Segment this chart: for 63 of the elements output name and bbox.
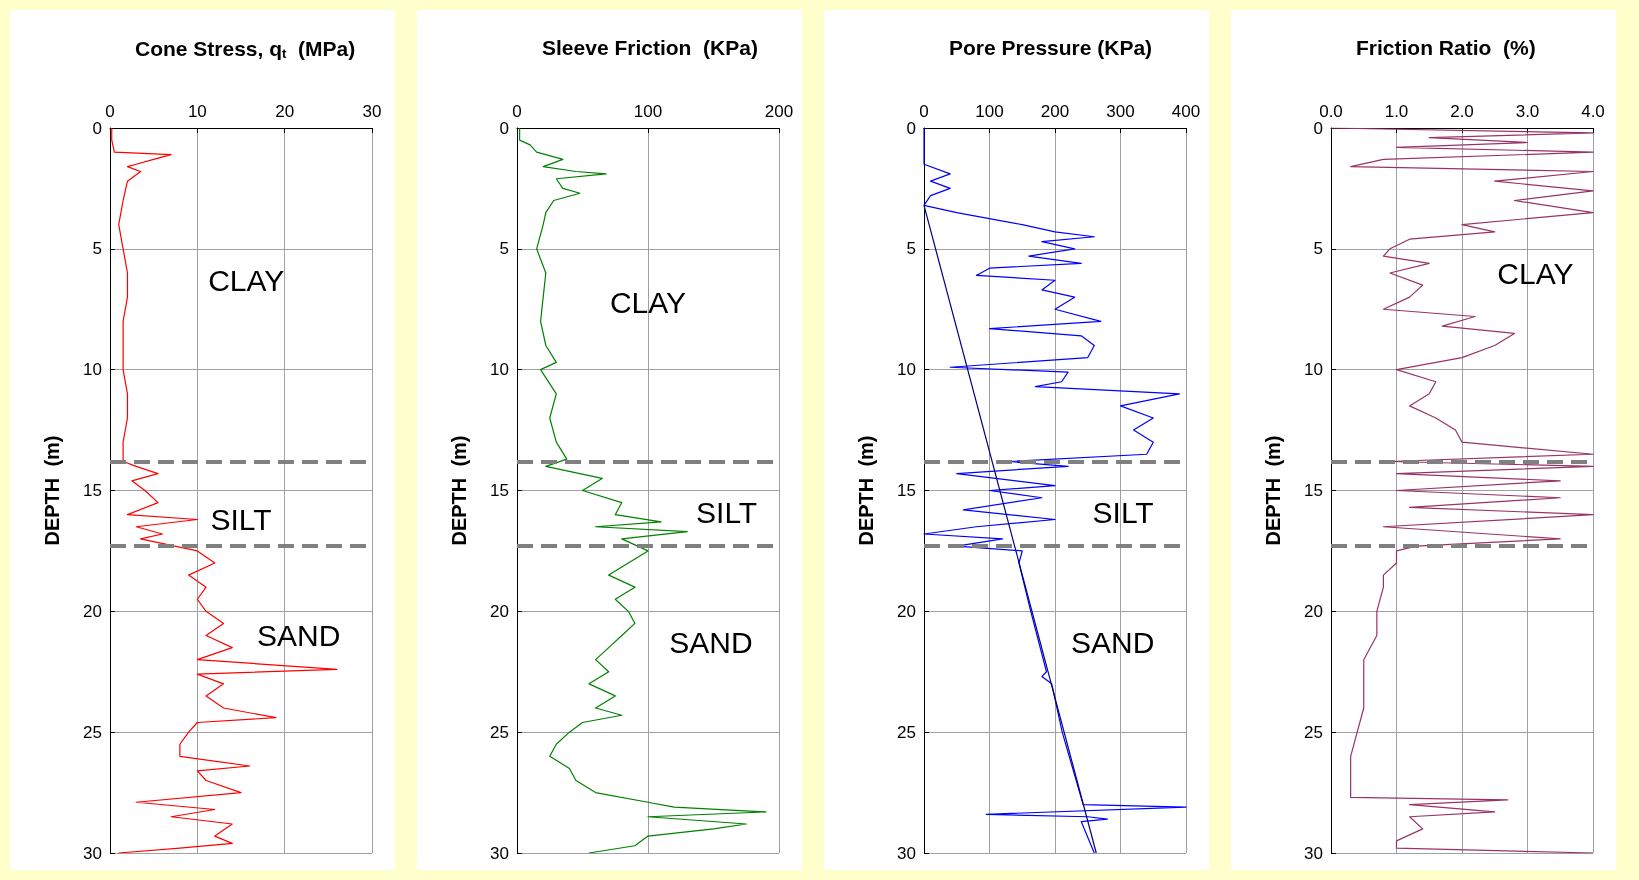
line-series: [923, 127, 1187, 854]
x-tick-label: 100: [975, 102, 1004, 121]
x-tick-label: 400: [1171, 102, 1201, 121]
x-tick-label: 100: [633, 102, 663, 121]
annotation: SILT: [1092, 495, 1154, 529]
annotation: SILT: [210, 503, 272, 536]
y-axis-title: DEPTH (m): [41, 435, 63, 546]
y-tick-label: 15: [897, 481, 916, 500]
y-tick-label: 25: [1304, 722, 1323, 742]
x-tick-label: 200: [1040, 102, 1070, 121]
y-axis-title: DEPTH (m): [448, 435, 470, 546]
annotation: SAND: [256, 619, 341, 652]
y-tick-label: 5: [499, 239, 509, 259]
y-tick-label: 5: [906, 239, 916, 259]
x-tick-label: 0: [919, 102, 929, 121]
y-tick-label: 10: [897, 360, 916, 380]
x-tick-label: 4.0: [1581, 102, 1605, 121]
y-tick-label: 15: [490, 481, 509, 500]
y-tick-label: 10: [83, 360, 102, 380]
y-tick-label: 5: [1313, 239, 1323, 259]
x-tick-label: 20: [275, 102, 295, 121]
y-axis-title: DEPTH (m): [1262, 435, 1284, 546]
line-series: [1330, 127, 1594, 854]
x-tick-label: 300: [1106, 102, 1135, 121]
x-tick-label: 10: [187, 102, 207, 121]
x-tick-label: 0.0: [1319, 102, 1343, 121]
y-tick-label: 10: [490, 360, 509, 380]
y-tick-label: 10: [1304, 360, 1323, 380]
chart-title: Sleeve Friction (KPa): [542, 36, 758, 59]
y-tick-label: 30: [1304, 843, 1323, 863]
y-tick-label: 15: [83, 481, 102, 500]
chart-title: Friction Ratio (%): [1356, 36, 1536, 59]
x-tick-label: 30: [362, 102, 382, 121]
x-tick-label: 1.0: [1384, 102, 1409, 121]
x-tick-label: 0: [105, 102, 115, 121]
x-tick-label: 0: [512, 102, 522, 121]
y-tick-label: 25: [83, 722, 102, 742]
y-tick-label: 20: [83, 601, 102, 621]
y-tick-label: 20: [897, 601, 916, 621]
annotation: SAND: [1070, 626, 1155, 660]
chart-title: Pore Pressure (KPa): [949, 36, 1153, 59]
y-tick-label: 0: [92, 118, 102, 138]
y-tick-label: 25: [490, 722, 509, 742]
y-tick-label: 15: [1304, 481, 1323, 500]
y-tick-label: 5: [92, 239, 102, 259]
y-tick-label: 25: [897, 722, 916, 742]
y-tick-label: 20: [1304, 601, 1323, 621]
y-tick-label: 0: [906, 118, 916, 138]
annotation: CLAY: [208, 263, 285, 297]
y-tick-label: 30: [490, 843, 509, 863]
y-tick-label: 0: [1313, 118, 1323, 138]
y-tick-label: 30: [897, 843, 916, 863]
x-tick-label: 3.0: [1515, 102, 1540, 121]
x-tick-label: 2.0: [1450, 102, 1474, 121]
annotation: CLAY: [609, 285, 687, 319]
annotation: CLAY: [1497, 256, 1574, 290]
x-tick-label: 200: [764, 102, 794, 121]
annotation: SILT: [696, 495, 758, 529]
y-axis-title: DEPTH (m): [855, 435, 877, 546]
y-tick-label: 20: [490, 601, 509, 621]
y-tick-label: 30: [83, 843, 102, 863]
annotation: SAND: [669, 626, 753, 660]
y-tick-label: 0: [499, 118, 509, 138]
